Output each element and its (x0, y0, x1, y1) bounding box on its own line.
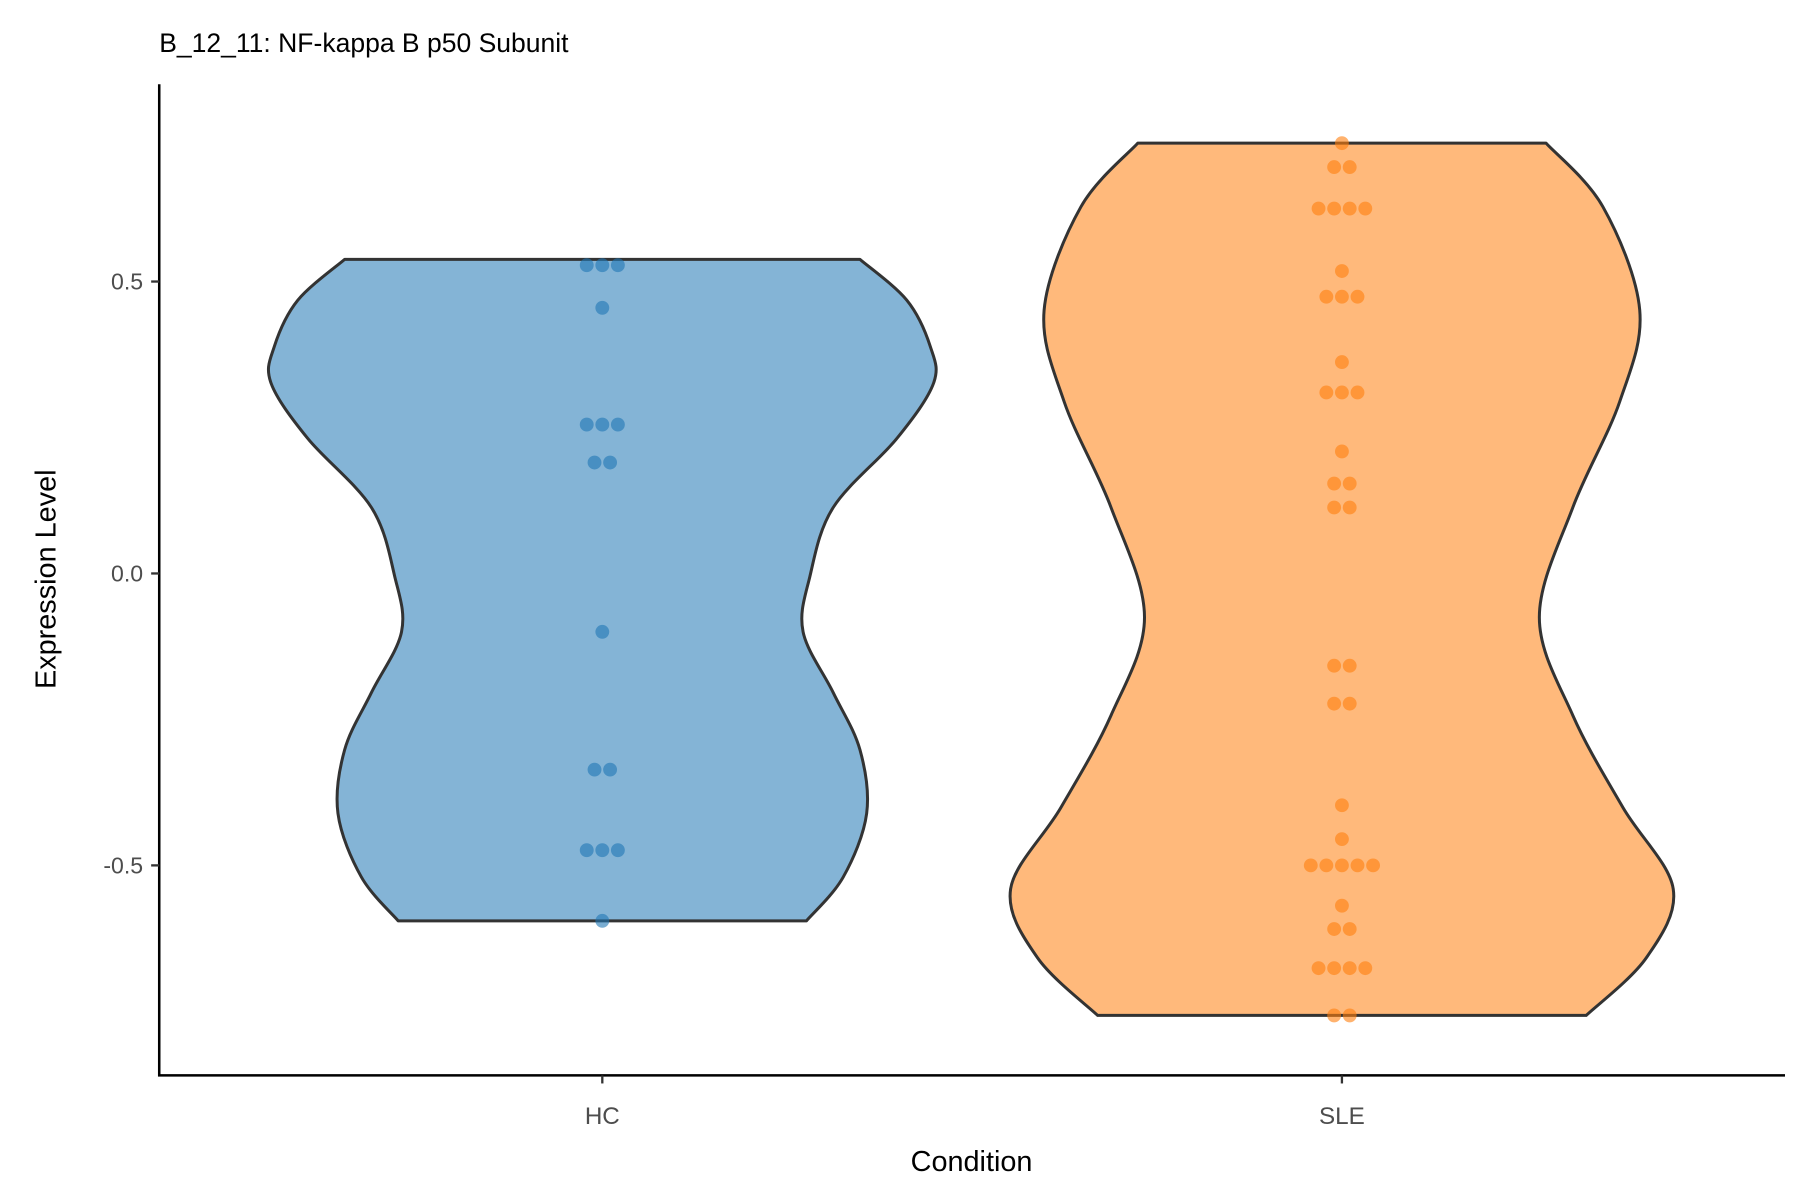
data-point-sle (1342, 658, 1357, 673)
data-point-sle (1350, 289, 1365, 304)
data-point-hc (587, 762, 602, 777)
data-point-hc (595, 300, 610, 315)
data-point-sle (1303, 858, 1318, 873)
data-point-sle (1342, 160, 1357, 175)
data-point-sle (1319, 858, 1334, 873)
x-axis-label: Condition (911, 1146, 1033, 1178)
data-point-sle (1335, 832, 1349, 847)
data-point-sle (1342, 500, 1357, 515)
violins (266, 141, 1676, 1017)
y-tick-label: -0.5 (103, 852, 143, 878)
data-point-sle (1327, 696, 1342, 711)
data-point-sle (1327, 201, 1342, 216)
data-point-sle (1342, 201, 1357, 216)
data-point-hc (595, 258, 610, 273)
data-point-sle (1358, 201, 1373, 216)
data-point-sle (1342, 476, 1357, 491)
data-point-sle (1327, 500, 1342, 515)
data-point-hc (610, 843, 625, 858)
data-point-hc (579, 843, 594, 858)
data-point-hc (587, 455, 602, 470)
x-tick-label-sle: SLE (1319, 1103, 1365, 1130)
data-point-sle (1335, 355, 1349, 370)
data-point-sle (1327, 922, 1342, 936)
data-point-sle (1342, 922, 1357, 936)
data-point-hc (579, 417, 594, 432)
data-point-sle (1335, 798, 1349, 813)
data-point-sle (1311, 961, 1326, 976)
data-point-hc (610, 258, 625, 273)
data-point-sle (1342, 1008, 1357, 1023)
data-point-sle (1327, 658, 1342, 673)
data-point-hc (595, 843, 610, 858)
data-point-sle (1358, 961, 1373, 976)
data-point-hc (603, 455, 618, 470)
data-point-sle (1335, 136, 1349, 151)
data-point-sle (1327, 160, 1342, 175)
x-tick-label-hc: HC (585, 1103, 620, 1130)
data-point-sle (1335, 898, 1349, 913)
data-point-sle (1311, 201, 1326, 216)
data-point-sle (1327, 961, 1342, 976)
points (579, 136, 1380, 1023)
data-point-sle (1335, 289, 1349, 304)
data-point-sle (1327, 476, 1342, 491)
data-point-sle (1350, 385, 1365, 400)
chart-title: B_12_11: NF-kappa B p50 Subunit (159, 28, 569, 58)
data-point-sle (1335, 858, 1349, 873)
data-point-sle (1327, 1008, 1342, 1023)
data-point-sle (1335, 444, 1349, 459)
data-point-sle (1335, 264, 1349, 278)
data-point-hc (610, 417, 625, 432)
data-point-hc (603, 762, 618, 777)
data-point-sle (1335, 385, 1349, 400)
y-axis-label: Expression Level (30, 469, 62, 689)
data-point-sle (1319, 289, 1334, 304)
data-point-hc (595, 913, 610, 928)
violin-sle (1008, 141, 1676, 1017)
data-point-sle (1342, 961, 1357, 976)
data-point-sle (1342, 696, 1357, 711)
data-point-hc (579, 258, 594, 273)
y-ticks: 0.5 0.0 -0.5 (103, 269, 160, 878)
data-point-hc (595, 624, 610, 639)
data-point-hc (595, 417, 610, 432)
x-ticks: HC SLE (585, 1075, 1365, 1130)
data-point-sle (1366, 858, 1380, 873)
data-point-sle (1350, 858, 1365, 873)
y-tick-label: 0.0 (111, 561, 143, 587)
y-tick-label: 0.5 (111, 269, 143, 295)
violin-hc (266, 257, 938, 923)
data-point-sle (1319, 385, 1334, 400)
